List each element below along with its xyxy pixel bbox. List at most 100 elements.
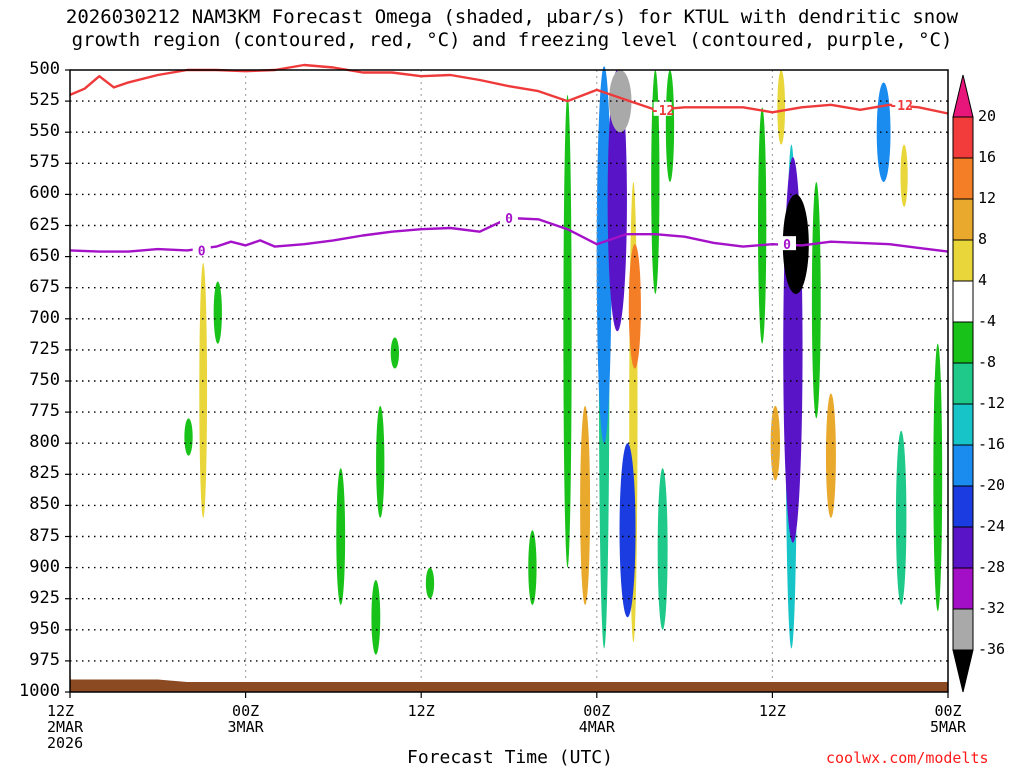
colorbar-swatch-2	[952, 157, 974, 200]
freezing-level-contour-label-bg-0	[192, 242, 211, 257]
y-tick-label-675: 675	[29, 276, 60, 297]
y-tick-label-650: 650	[29, 245, 60, 266]
chart-title: 2026030212 NAM3KM Forecast Omega (shaded…	[0, 6, 1024, 52]
dgz-contour-label-1: -12	[889, 99, 912, 114]
colorbar-label-8: -16	[978, 435, 1006, 453]
colorbar-swatch-5	[952, 280, 974, 323]
colorbar-swatch-14	[952, 649, 974, 693]
colorbar-swatch-4	[952, 239, 974, 282]
colorbar-label-10: -24	[978, 517, 1006, 535]
dgz-contour-label-bg-1	[892, 96, 911, 111]
y-tick-label-725: 725	[29, 338, 60, 359]
x-tick-label-0-2: 2MAR	[47, 718, 84, 736]
omega-cell-28	[390, 337, 400, 369]
title-line-2: growth region (contoured, red, °C) and f…	[71, 29, 953, 51]
colorbar-swatch-8	[952, 403, 974, 446]
omega-cell-10	[665, 70, 675, 182]
colorbar-label-0: 20	[978, 107, 997, 125]
y-tick-label-525: 525	[29, 90, 60, 111]
x-tick-label-3-2: 4MAR	[578, 718, 615, 736]
colorbar-label-11: -28	[978, 558, 1006, 576]
colorbar-label-5: -4	[978, 312, 997, 330]
y-tick-label-700: 700	[29, 307, 60, 328]
y-tick-label-600: 600	[29, 183, 60, 204]
omega-cell-21	[900, 144, 908, 207]
colorbar-label-6: -8	[978, 353, 997, 371]
omega-cell-26	[184, 418, 193, 456]
x-tick-label-4-1: 12Z	[758, 702, 786, 720]
y-tick-label-825: 825	[29, 463, 60, 484]
omega-cell-18	[811, 181, 821, 419]
grid	[70, 70, 948, 692]
colorbar-swatch-3	[952, 198, 974, 241]
credit-text[interactable]: coolwx.com/modelts	[826, 749, 989, 767]
y-tick-label-575: 575	[29, 152, 60, 173]
omega-cell-19	[777, 70, 786, 145]
y-tick-label-875: 875	[29, 525, 60, 546]
colorbar-label-2: 12	[978, 189, 997, 207]
y-tick-label-800: 800	[29, 432, 60, 453]
freezing-level-contour-label-2: 0	[783, 238, 791, 253]
omega-cell-16	[825, 393, 836, 518]
x-tick-label-1-2: 3MAR	[227, 718, 264, 736]
x-tick-label-2-1: 12Z	[407, 702, 435, 720]
colorbar-label-1: 16	[978, 148, 997, 166]
omega-cell-9	[651, 70, 660, 294]
colorbar-swatch-1	[952, 116, 974, 159]
omega-cell-6	[580, 405, 591, 605]
x-tick-label-5-1: 00Z	[934, 702, 962, 720]
omega-cell-5	[628, 244, 641, 369]
omega-cell-7	[619, 443, 636, 618]
colorbar-swatch-7	[952, 362, 974, 405]
colorbar-swatch-13	[952, 608, 974, 651]
ground-surface	[70, 679, 948, 692]
omega-cell-27	[376, 405, 385, 518]
colorbar-label-12: -32	[978, 599, 1006, 617]
dgz-contour	[69, 63, 949, 115]
colorbar-swatch-10	[952, 485, 974, 528]
omega-cell-1	[596, 66, 612, 444]
y-tick-label-950: 950	[29, 618, 60, 639]
omega-cell-25	[213, 281, 222, 344]
colorbar-label-7: -12	[978, 394, 1006, 412]
x-axis-title: Forecast Time (UTC)	[407, 747, 613, 768]
x-tick-label-5-2: 5MAR	[929, 718, 967, 736]
omega-shading	[184, 66, 943, 655]
y-tick-label-625: 625	[29, 214, 60, 235]
omega-cell-23	[933, 343, 943, 612]
x-tick-label-1-1: 00Z	[232, 702, 260, 720]
omega-cell-2	[607, 70, 627, 332]
dgz-contour-label-bg-0	[653, 101, 672, 116]
y-tick-label-750: 750	[29, 370, 60, 390]
y-tick-label-500: 500	[29, 59, 60, 79]
y-tick-label-1000: 1000	[19, 681, 60, 701]
colorbar-swatch-9	[952, 444, 974, 487]
omega-cell-24	[199, 262, 208, 518]
x-tick-label-0-3: 2026	[47, 734, 84, 752]
colorbar-swatch-6	[952, 321, 974, 364]
y-tick-label-975: 975	[29, 649, 60, 670]
y-tick-label-775: 775	[29, 401, 60, 422]
freezing-level-contour-label-bg-2	[778, 236, 797, 251]
x-tick-label-3-1: 00Z	[583, 702, 611, 720]
freezing-level-contour-label-bg-1	[500, 210, 518, 225]
colorbar-swatch-12	[952, 567, 974, 610]
x-tick-label-0-1: 12Z	[47, 702, 75, 720]
omega-cell-31	[425, 567, 435, 599]
omega-cell-3	[608, 70, 632, 133]
y-tick-label-925: 925	[29, 587, 60, 608]
omega-cell-11	[657, 468, 668, 630]
colorbar-label-9: -20	[978, 476, 1006, 494]
freezing-level-contour-label-0: 0	[198, 244, 206, 259]
y-tick-label-850: 850	[29, 494, 60, 515]
y-tick-label-550: 550	[29, 121, 60, 142]
omega-cell-30	[371, 580, 381, 655]
colorbar-label-4: 4	[978, 271, 988, 289]
title-line-1: 2026030212 NAM3KM Forecast Omega (shaded…	[65, 6, 959, 28]
dgz-contour-label-0: -12	[651, 104, 674, 119]
colorbar-swatch-0	[952, 74, 974, 118]
colorbar-label-13: -36	[978, 640, 1006, 658]
freezing-level-contour-label-1: 0	[505, 212, 513, 227]
